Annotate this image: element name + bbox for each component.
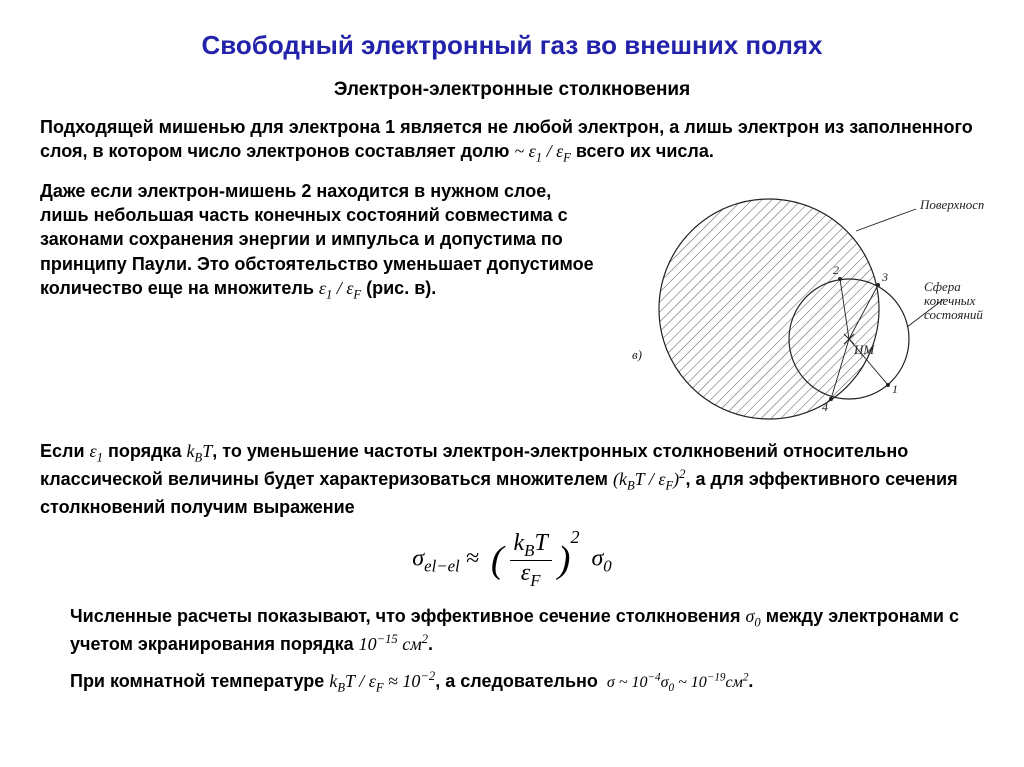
p3-kbt: kBT [187,441,213,461]
fermi-diagram: ЦМ 2 3 1 4 Поверхность Ферми Сфера конеч… [624,179,984,439]
page-title: Свободный электронный газ во внешних пол… [40,30,984,61]
label-final-3: состояний [924,307,983,322]
row-text-figure: Даже если электрон-мишень 2 находится в … [40,179,984,439]
p3-pre: Если [40,441,85,461]
p5-f2: σ ~ 10−4σ0 ~ 10−19см2 [603,674,749,691]
label-fermi: Поверхность Ферми [919,197,984,212]
paragraph-2: Даже если электрон-мишень 2 находится в … [40,179,604,304]
point-1: 1 [892,382,898,396]
p4-value: 10−15 см2 [359,634,428,654]
p4-sigma0: σ0 [745,606,760,626]
panel-label: в) [632,347,642,362]
point-3: 3 [881,270,888,284]
fermi-circle [659,199,879,419]
point-4: 4 [822,400,828,414]
paragraph-5: При комнатной температуре kBT / εF ≈ 10−… [70,668,984,697]
p3-factor: (kBT / εF)2 [613,469,686,489]
p1-text1: Подходящей мишенью для электрона 1 являе… [40,117,973,161]
p5-f1: kBT / εF ≈ 10−2 [329,671,435,691]
p5-pre: При комнатной температуре [70,671,324,691]
paragraph-3: Если ε1 порядка kBT, то уменьшение часто… [40,439,984,519]
label-final-2: конечных [924,293,976,308]
p4-text1: Численные расчеты показывают, что эффект… [70,606,740,626]
p4-dot: . [428,634,433,654]
p3-mid1: порядка [108,441,182,461]
main-formula: σel−el ≈ ( kBT εF ) 2 σ0 [40,531,984,589]
p3-e1: ε1 [90,441,103,461]
point-2: 2 [833,263,839,277]
p2-fraction: ε1 / εF [319,278,361,298]
p2-text2: (рис. в). [366,278,436,298]
page-subtitle: Электрон-электронные столкновения [40,79,984,101]
label-final-1: Сфера [924,279,961,294]
p5-mid: , а следовательно [435,671,598,691]
p1-text2: всего их числа. [576,141,714,161]
paragraph-1: Подходящей мишенью для электрона 1 являе… [40,115,984,167]
label-cm: ЦМ [853,342,875,357]
p1-fraction: ~ ε1 / εF [514,141,570,161]
p5-dot: . [748,671,753,691]
paragraph-4: Численные расчеты показывают, что эффект… [70,604,984,657]
p2-text1: Даже если электрон-мишень 2 находится в … [40,181,594,298]
